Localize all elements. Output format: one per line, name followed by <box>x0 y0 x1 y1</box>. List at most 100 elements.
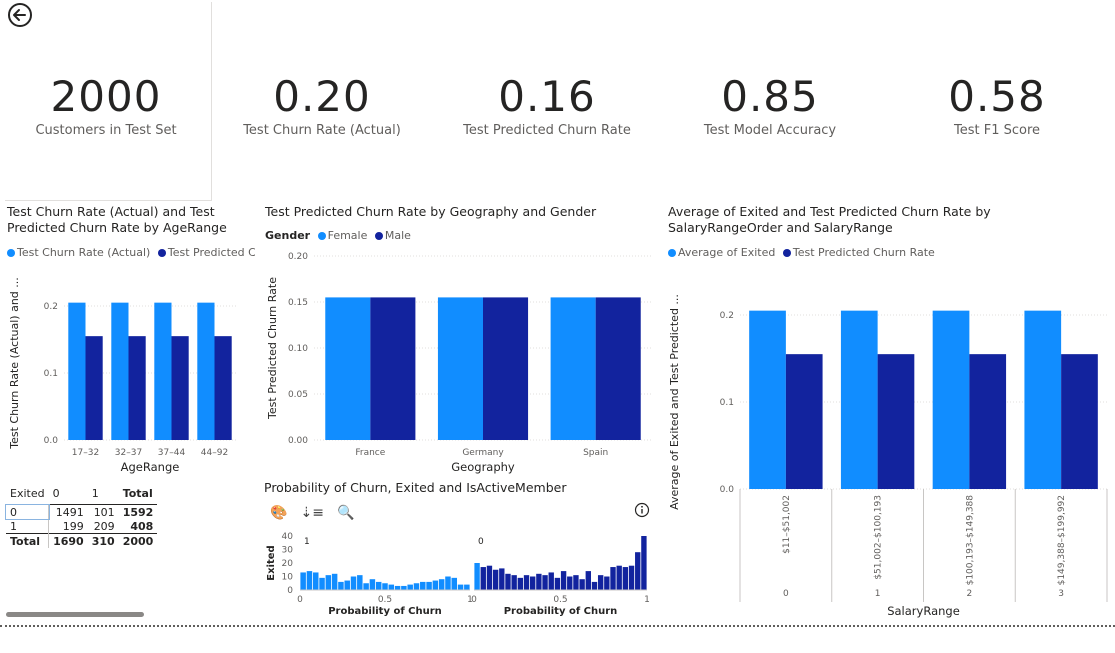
histogram-bar <box>474 563 480 590</box>
kpi-card-frame <box>5 2 212 201</box>
legend-item[interactable]: Female <box>317 229 368 242</box>
x-tick-label: 0.5 <box>553 595 567 605</box>
bar <box>483 297 529 440</box>
legend-item[interactable]: Test Predicted C... <box>157 246 255 259</box>
histogram-bar <box>438 579 445 590</box>
y-tick-label: 0.10 <box>288 344 308 354</box>
legend-label: Test Predicted Churn Rate <box>792 246 935 259</box>
matrix-header-cell: Exited <box>10 486 45 500</box>
y-tick-label: 20 <box>282 559 294 569</box>
y-axis-title: Test Churn Rate (Actual) and ... <box>8 277 21 450</box>
legend-label: Male <box>384 229 411 242</box>
group-label: 1 <box>875 589 881 599</box>
y-tick-label: 0.05 <box>288 390 308 400</box>
bar <box>969 354 1007 489</box>
chart2-title: Test Predicted Churn Rate by Geography a… <box>265 204 597 219</box>
y-axis-title: Average of Exited and Test Predicted ... <box>668 294 681 510</box>
histogram-bar <box>635 552 641 590</box>
legend-dot <box>317 232 326 240</box>
sort-icon[interactable]: ⇣≡ <box>300 505 324 521</box>
histogram-bar <box>499 568 505 590</box>
histogram-bar <box>363 583 369 590</box>
histogram-bar <box>536 573 542 590</box>
legend-dot <box>374 232 383 240</box>
chart3-legend[interactable]: Average of Exited Test Predicted Churn R… <box>668 246 939 259</box>
histogram-bar <box>401 585 407 590</box>
table-cell: 209 <box>93 519 115 533</box>
legend-dot <box>668 249 676 257</box>
legend-item[interactable]: Average of Exited <box>668 246 775 259</box>
histogram-bar <box>480 567 486 590</box>
histogram-bar <box>350 576 357 590</box>
kpi-test-churn-actual: 0.20 Test Churn Rate (Actual) <box>232 72 412 138</box>
x-axis-title: Geography <box>451 460 515 474</box>
x-tick-label: 0.5 <box>378 595 392 605</box>
legend-label: Female <box>327 229 368 242</box>
table-cell: Total <box>6 533 50 548</box>
histogram-bar <box>432 580 439 590</box>
info-icon[interactable] <box>634 502 650 522</box>
histogram-bar <box>622 567 629 590</box>
chart3-plot: 0.0 0.1 0.2 $11–$51,002 0 $51,002–$100,193 1 $1… <box>668 294 1108 618</box>
histogram-bar <box>591 581 598 590</box>
y-tick-label: 30 <box>282 546 294 556</box>
legend-item[interactable]: Male <box>374 229 411 242</box>
bar <box>325 297 371 440</box>
back-button[interactable] <box>7 2 33 28</box>
bar <box>877 354 915 489</box>
kpi-customers: 2000 Customers in Test Set <box>16 72 196 138</box>
bar <box>437 297 483 440</box>
histogram-bar <box>505 573 511 590</box>
legend-label: Test Churn Rate (Actual) <box>17 246 151 259</box>
histogram-bar <box>486 565 493 590</box>
matrix-header-row: Exited 0 1 Total <box>6 482 157 505</box>
kpi-value: 0.16 <box>498 72 596 121</box>
x-tick-label: 0 <box>297 595 303 605</box>
horizontal-scrollbar[interactable] <box>6 612 144 617</box>
table-row[interactable]: 1 199 209 408 <box>6 519 157 534</box>
table-cell: 1491 <box>55 505 84 519</box>
matrix-header-cell: 0 <box>52 486 60 500</box>
panel-label: 0 <box>478 537 484 547</box>
group-label: 3 <box>1058 589 1064 599</box>
chart1-legend[interactable]: Test Churn Rate (Actual) Test Predicted … <box>7 246 255 259</box>
legend-item[interactable]: Test Churn Rate (Actual) <box>7 246 150 259</box>
chart2-legend[interactable]: Gender Female Male <box>265 229 415 242</box>
histogram-bar <box>394 585 401 590</box>
histogram-bar <box>548 572 554 590</box>
histogram-bar <box>567 576 573 590</box>
legend-item[interactable]: Test Predicted Churn Rate <box>782 246 935 259</box>
table-row[interactable]: 0 1491 101 1592 <box>5 503 158 520</box>
x-tick-label: $149,388–$199,992 <box>1057 495 1067 585</box>
histogram-bar <box>388 584 395 590</box>
x-tick-label: 44–92 <box>201 448 228 458</box>
bar <box>370 297 416 440</box>
kpi-label: Test Predicted Churn Rate <box>463 123 631 138</box>
panel-label: 1 <box>304 537 310 547</box>
kpi-label: Customers in Test Set <box>35 123 177 138</box>
table-cell: 2000 <box>122 534 154 548</box>
histogram-bar <box>641 536 647 590</box>
kpi-value: 0.85 <box>721 72 819 121</box>
x-tick-label: France <box>355 448 385 458</box>
x-tick-label: 1 <box>467 595 473 605</box>
y-axis-title: Test Predicted Churn Rate <box>266 277 279 420</box>
table-cell: 1592 <box>122 505 154 519</box>
legend-title: Gender <box>265 229 311 242</box>
bar <box>171 336 189 440</box>
group-label: 2 <box>967 589 973 599</box>
table-row[interactable]: Total 1690 310 2000 <box>6 533 158 548</box>
bar <box>1024 310 1062 489</box>
histogram-bar <box>306 571 313 590</box>
x-tick-label: 1 <box>644 595 650 605</box>
histogram-bar <box>369 579 376 590</box>
table-cell: 1690 <box>53 534 84 548</box>
legend-dot <box>782 249 791 257</box>
zoom-icon[interactable]: 🔍 <box>337 505 355 521</box>
histogram-bar <box>457 584 464 590</box>
histogram-bar <box>413 583 420 590</box>
palette-icon[interactable]: 🎨 <box>270 505 288 521</box>
bar <box>85 336 103 440</box>
x-tick-label: 32–37 <box>115 448 142 458</box>
